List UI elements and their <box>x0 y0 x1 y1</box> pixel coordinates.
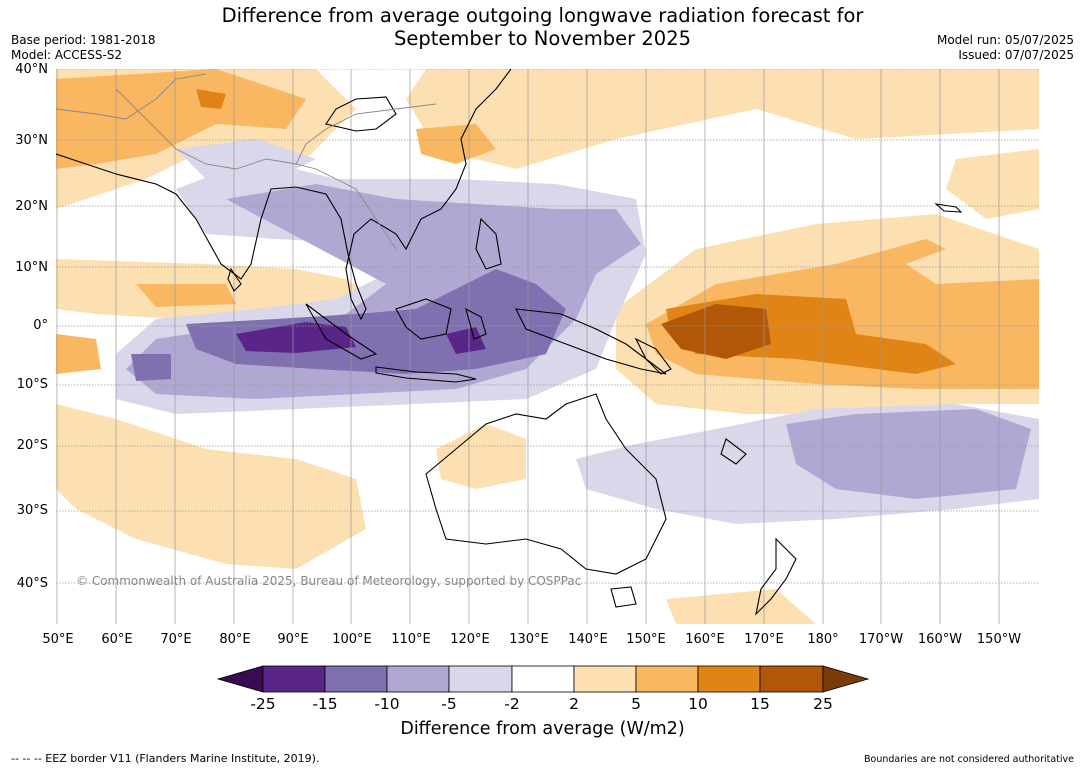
lon-label-80e: 80°E <box>219 632 251 647</box>
coastlines <box>56 69 963 616</box>
lat-label-40s: 40°S <box>16 576 48 591</box>
title-line-1: Difference from average outgoing longwav… <box>221 4 864 27</box>
lat-label-20n: 20°N <box>15 199 48 214</box>
lon-label-160e: 160°E <box>685 632 725 647</box>
lon-label-150w: 150°W <box>976 632 1022 647</box>
colorbar-swatch-10-15 <box>697 665 761 693</box>
meta-right: Model run: 05/07/2025 Issued: 07/07/2025 <box>937 33 1074 63</box>
boundary-disclaimer: Boundaries are not considered authoritat… <box>864 754 1074 765</box>
colorbar-tick: 5 <box>631 695 641 713</box>
map-title: Difference from average outgoing longwav… <box>0 4 1085 50</box>
lat-label-40n: 40°N <box>15 62 48 77</box>
lon-label-60e: 60°E <box>101 632 133 647</box>
lat-label-10n: 10°N <box>15 260 48 275</box>
country-borders <box>56 73 437 250</box>
colorbar-swatch-gt-25 <box>822 665 870 693</box>
colorbar <box>216 665 870 693</box>
eez-legend: -- -- -- EEZ border V11 (Flanders Marine… <box>11 752 320 765</box>
lon-label-170w: 170°W <box>858 632 904 647</box>
lon-label-50e: 50°E <box>42 632 74 647</box>
lon-label-150e: 150°E <box>626 632 666 647</box>
lon-label-140e: 140°E <box>568 632 608 647</box>
title-line-2: September to November 2025 <box>393 27 692 50</box>
colorbar-tick: -5 <box>441 695 457 713</box>
model-name: Model: ACCESS-S2 <box>11 48 123 62</box>
colorbar-tick: -10 <box>374 695 400 713</box>
colorbar-title: Difference from average (W/m2) <box>400 719 685 739</box>
colorbar-tick: 10 <box>688 695 708 713</box>
colorbar-swatch-10-5 <box>386 665 450 693</box>
lon-label-110e: 110°E <box>391 632 431 647</box>
lon-label-160w: 160°W <box>917 632 963 647</box>
lon-label-120e: 120°E <box>450 632 490 647</box>
anomaly-map <box>56 69 1039 624</box>
lat-label-0: 0° <box>33 318 48 333</box>
lon-label-130e: 130°E <box>509 632 549 647</box>
colorbar-swatch-15-10 <box>324 665 388 693</box>
issued-date: Issued: 07/07/2025 <box>958 48 1074 62</box>
graticule <box>56 69 1039 584</box>
colorbar-swatch-2-2 <box>511 665 575 693</box>
lon-label-170e: 170°E <box>744 632 784 647</box>
model-run: Model run: 05/07/2025 <box>936 33 1074 47</box>
meta-left: Base period: 1981-2018 Model: ACCESS-S2 <box>11 33 156 63</box>
lon-label-180: 180° <box>807 632 839 647</box>
lat-label-20s: 20°S <box>16 438 48 453</box>
colorbar-tick: 15 <box>750 695 770 713</box>
lon-label-70e: 70°E <box>160 632 192 647</box>
colorbar-swatch-25-15 <box>262 665 326 693</box>
lat-label-10s: 10°S <box>16 377 48 392</box>
lon-label-100e: 100°E <box>332 632 372 647</box>
colorbar-swatch-5-2 <box>448 665 513 693</box>
colorbar-swatch-15-25 <box>759 665 824 693</box>
colorbar-tick: -25 <box>250 695 276 713</box>
colorbar-swatch-5-10 <box>635 665 699 693</box>
colorbar-swatch-2-5 <box>573 665 637 693</box>
lon-label-90e: 90°E <box>277 632 309 647</box>
colorbar-tick: -15 <box>312 695 338 713</box>
colorbar-tick: 2 <box>569 695 579 713</box>
colorbar-tick: 25 <box>813 695 833 713</box>
anomaly-fields <box>56 69 1039 624</box>
colorbar-tick: -2 <box>504 695 520 713</box>
colorbar-swatch-lt-25 <box>216 665 264 693</box>
lat-label-30s: 30°S <box>16 503 48 518</box>
copyright-notice: © Commonwealth of Australia 2025, Bureau… <box>76 574 582 588</box>
base-period: Base period: 1981-2018 <box>11 33 156 47</box>
meridians <box>56 69 1000 624</box>
lat-label-30n: 30°N <box>15 133 48 148</box>
